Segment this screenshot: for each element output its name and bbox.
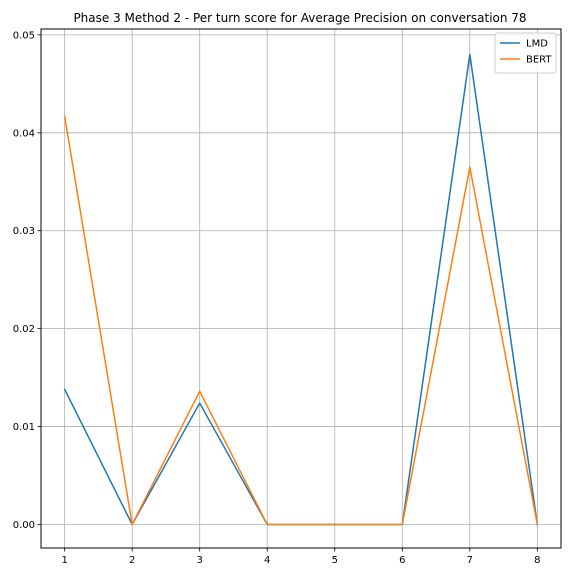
legend-label-lmd: LMD [526, 39, 548, 50]
y-tick-label: 0.03 [13, 226, 35, 237]
x-tick-label: 4 [264, 555, 270, 566]
series-line-bert [63, 115, 539, 526]
x-tick-label: 8 [534, 555, 540, 566]
y-tick-label: 0.05 [13, 30, 35, 41]
legend: LMD BERT [494, 32, 557, 74]
y-tick-label: 0.02 [13, 324, 35, 335]
x-tick-label: 1 [61, 555, 67, 566]
grid-lines [41, 29, 561, 548]
y-tick-label: 0.01 [13, 422, 35, 433]
chart-title: Phase 3 Method 2 - Per turn score for Av… [73, 11, 526, 25]
legend-label-bert: BERT [526, 55, 552, 66]
y-tick-label: 0.00 [13, 520, 35, 531]
x-tick-label: 6 [399, 555, 405, 566]
series-lines [63, 53, 539, 526]
plot-area-frame [40, 28, 562, 549]
x-tick-label: 5 [332, 555, 338, 566]
x-tick-label: 2 [129, 555, 135, 566]
y-tick-label: 0.04 [13, 128, 35, 139]
axis-ticks: 1 2 3 4 5 6 7 8 0.00 0.01 0.02 0.03 0.04 0.05 [13, 30, 541, 566]
x-tick-label: 3 [197, 555, 203, 566]
x-tick-label: 7 [467, 555, 473, 566]
